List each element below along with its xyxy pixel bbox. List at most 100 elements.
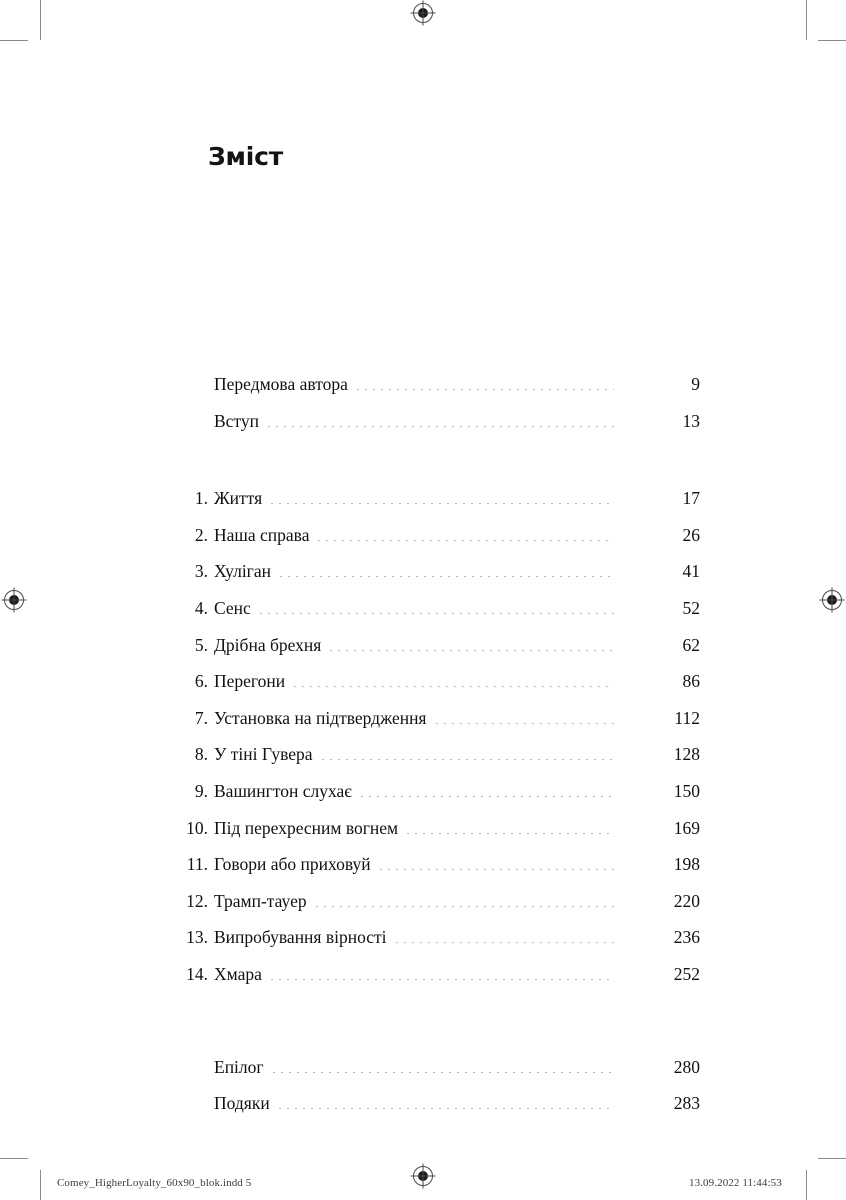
- toc-row[interactable]: 5. Дрібна брехня 62: [140, 635, 700, 672]
- crop-mark-bottom-right-h: [818, 1158, 846, 1159]
- crop-mark-top-left: [40, 0, 41, 40]
- toc-number: 12.: [186, 890, 208, 911]
- toc-leader-dots: [435, 722, 615, 724]
- toc-page-number: 128: [673, 744, 700, 765]
- toc-leader-dots: [330, 649, 614, 651]
- footer-filename: Comey_HigherLoyalty_60x90_blok.indd 5: [57, 1177, 252, 1189]
- toc-leader-dots: [272, 1071, 614, 1073]
- toc-leader-dots: [267, 425, 614, 427]
- toc-page-number: 220: [673, 890, 700, 911]
- toc-label: Хуліган: [214, 561, 271, 582]
- toc-leader-dots: [259, 612, 614, 614]
- toc-label: Під перехресним вогнем: [214, 817, 399, 838]
- crop-mark-top-left-h: [0, 40, 28, 41]
- toc-row[interactable]: 8. У тіні Гувера 128: [140, 744, 700, 781]
- toc-page-number: 112: [674, 707, 700, 728]
- toc-row[interactable]: 12. Трамп-тауер 220: [140, 891, 700, 928]
- toc-leader-dots: [278, 1108, 614, 1110]
- toc-page-number: 9: [691, 374, 700, 394]
- toc-leader-dots: [356, 389, 614, 390]
- crop-mark-top-right: [806, 0, 807, 40]
- toc-page-number: 280: [673, 1056, 700, 1077]
- toc-number: 3.: [194, 561, 208, 582]
- toc-page-number: 236: [673, 927, 700, 948]
- page-title: Зміст: [208, 142, 284, 171]
- toc-label: Наша справа: [214, 524, 310, 545]
- toc-row[interactable]: 14. Хмара 252: [140, 964, 700, 1001]
- toc-number: 7.: [194, 707, 208, 728]
- toc-spacer: [140, 1001, 700, 1057]
- toc-row[interactable]: 4. Сенс 52: [140, 598, 700, 635]
- toc-number: 10.: [186, 817, 208, 838]
- toc-label: У тіні Гувера: [214, 744, 313, 765]
- toc-number: 11.: [186, 854, 208, 875]
- toc-number: 4.: [194, 597, 208, 618]
- registration-target-icon-right: [819, 587, 845, 613]
- table-of-contents: Передмова автора 9 Вступ 13 1. Життя: [140, 374, 700, 1130]
- toc-page-number: 52: [682, 597, 701, 618]
- crop-mark-bottom-right: [806, 1170, 807, 1200]
- toc-leader-dots: [321, 759, 614, 761]
- toc-label: Випробування вірності: [214, 927, 387, 948]
- toc-leader-dots: [270, 978, 614, 980]
- toc-number: 8.: [194, 744, 208, 765]
- toc-leader-dots: [294, 686, 614, 688]
- toc-spacer: [140, 447, 700, 488]
- toc-number: 1.: [194, 488, 208, 509]
- toc-leader-dots: [407, 832, 614, 834]
- toc-number: 2.: [194, 524, 208, 545]
- toc-label: Установка на підтвердження: [214, 707, 427, 728]
- registration-target-icon-top: [410, 0, 436, 26]
- toc-leader-dots: [360, 795, 614, 797]
- toc-group-front-matter: Передмова автора 9 Вступ 13: [140, 374, 700, 447]
- toc-group-chapters: 1. Життя 17 2. Наша справа 26 3. Хуліган…: [140, 488, 700, 1000]
- toc-row[interactable]: 7. Установка на підтвердження 112: [140, 708, 700, 745]
- registration-target-icon-bottom: [410, 1163, 436, 1189]
- toc-row[interactable]: 13. Випробування вірності 236: [140, 927, 700, 964]
- toc-page-number: 198: [673, 854, 700, 875]
- toc-row[interactable]: Вступ 13: [140, 411, 700, 448]
- toc-label: Сенс: [214, 597, 251, 618]
- toc-label: Вашингтон слухає: [214, 780, 352, 801]
- toc-row[interactable]: 2. Наша справа 26: [140, 525, 700, 562]
- toc-number: 5.: [194, 634, 208, 655]
- toc-row[interactable]: Передмова автора 9: [140, 374, 700, 411]
- toc-row[interactable]: 9. Вашингтон слухає 150: [140, 781, 700, 818]
- toc-number: 13.: [186, 927, 208, 948]
- toc-page-number: 283: [673, 1093, 700, 1114]
- toc-leader-dots: [271, 503, 614, 505]
- toc-row[interactable]: 11. Говори або приховуй 198: [140, 854, 700, 891]
- toc-page-number: 26: [682, 524, 701, 545]
- toc-label: Подяки: [214, 1093, 270, 1114]
- toc-leader-dots: [318, 539, 614, 541]
- toc-number: 14.: [186, 963, 208, 984]
- toc-number: 9.: [194, 780, 208, 801]
- toc-page-number: 41: [682, 561, 701, 582]
- toc-number: 6.: [194, 671, 208, 692]
- toc-label: Хмара: [214, 963, 262, 984]
- crop-mark-bottom-left: [40, 1170, 41, 1200]
- toc-row[interactable]: 1. Життя 17: [140, 488, 700, 525]
- toc-label: Перегони: [214, 671, 286, 692]
- toc-label: Дрібна брехня: [214, 634, 322, 655]
- toc-page-number: 17: [682, 488, 701, 509]
- toc-leader-dots: [379, 869, 614, 871]
- toc-label: Епілог: [214, 1056, 264, 1077]
- toc-row[interactable]: Подяки 283: [140, 1093, 700, 1130]
- toc-leader-dots: [280, 576, 614, 578]
- toc-page-number: 86: [682, 671, 701, 692]
- toc-label: Вступ: [214, 410, 259, 431]
- toc-page-number: 252: [673, 963, 700, 984]
- toc-page-number: 62: [682, 634, 701, 655]
- toc-row[interactable]: 3. Хуліган 41: [140, 561, 700, 598]
- toc-page-number: 150: [673, 780, 700, 801]
- registration-target-icon-left: [1, 587, 27, 613]
- toc-row[interactable]: 10. Під перехресним вогнем 169: [140, 818, 700, 855]
- crop-mark-top-right-h: [818, 40, 846, 41]
- toc-row[interactable]: 6. Перегони 86: [140, 671, 700, 708]
- toc-leader-dots: [395, 942, 614, 944]
- toc-label: Трамп-тауер: [214, 890, 307, 911]
- toc-group-back-matter: Епілог 280 Подяки 283: [140, 1057, 700, 1130]
- toc-row[interactable]: Епілог 280: [140, 1057, 700, 1094]
